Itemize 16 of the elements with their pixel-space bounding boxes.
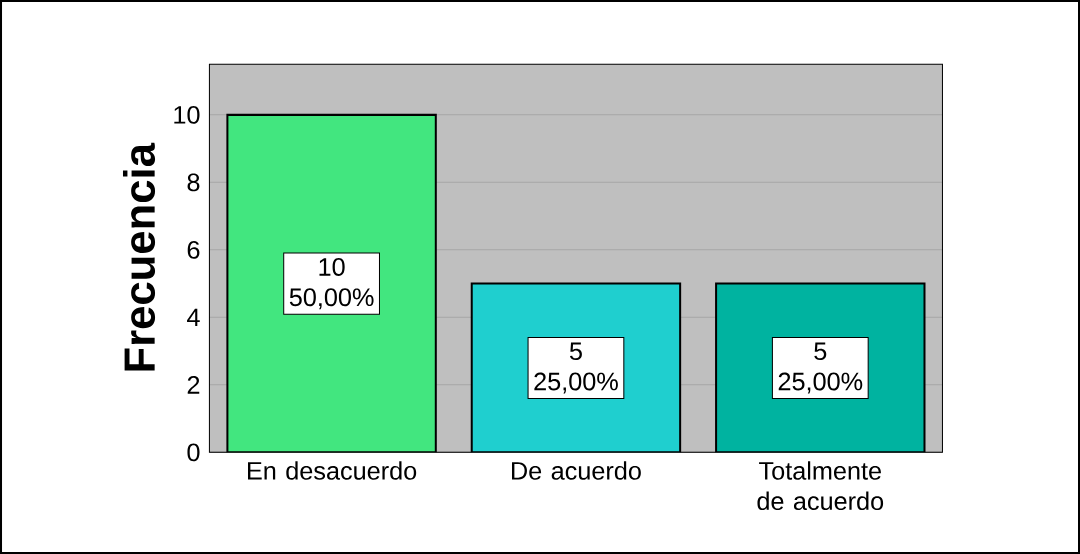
y-tick-label: 8 bbox=[187, 173, 200, 192]
y-axis-title: Frecuencia bbox=[122, 142, 156, 371]
y-tick-label: 6 bbox=[187, 240, 200, 259]
y-tick-label: 4 bbox=[187, 308, 200, 327]
x-tick-label: Totalmente de acuerdo bbox=[757, 461, 884, 511]
data-label: 5 bbox=[814, 342, 827, 361]
annotation: 50,00% bbox=[289, 288, 374, 310]
y-tick-label: 0 bbox=[187, 443, 200, 462]
x-tick-label: En desacuerdo bbox=[248, 461, 417, 480]
annotation: 25,00% bbox=[778, 372, 863, 394]
data-label: 10 bbox=[319, 258, 345, 276]
y-tick-label: 10 bbox=[174, 105, 200, 124]
x-tick-label: De acuerdo bbox=[512, 461, 641, 480]
y-tick-label: 2 bbox=[187, 376, 200, 394]
annotation: 25,00% bbox=[534, 372, 618, 394]
data-label: 5 bbox=[569, 342, 582, 361]
